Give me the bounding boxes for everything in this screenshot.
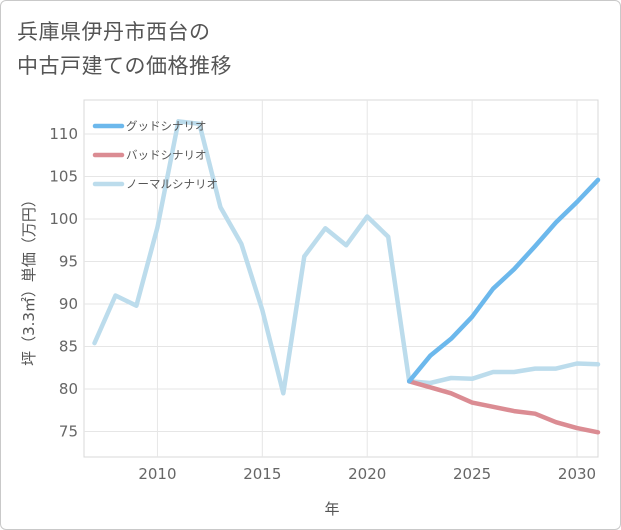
y-tick-label: 110: [49, 125, 78, 143]
gridlines: [84, 100, 598, 457]
y-tick-label: 85: [59, 338, 78, 356]
y-tick-label: 90: [59, 295, 78, 313]
chart-title: 兵庫県伊丹市西台の 中古戸建ての価格推移: [17, 15, 232, 83]
y-tick-label: 75: [59, 423, 78, 441]
legend-label-1: バッドシナリオ: [126, 148, 207, 162]
chart-title-line-2: 中古戸建ての価格推移: [17, 54, 232, 78]
y-tick-label: 95: [59, 253, 78, 271]
x-tick-label: 2025: [453, 465, 491, 483]
x-axis-title: 年: [324, 500, 339, 518]
series-lines: [92, 119, 601, 435]
x-axis-ticks: 2010 2015 2020 2025 2030: [138, 465, 596, 483]
y-tick-label: 105: [49, 168, 78, 186]
series-line-2: [92, 119, 601, 396]
legend-label-0: グッドシナリオ: [126, 119, 207, 133]
series-line-1: [406, 379, 601, 435]
y-tick-label: 80: [59, 380, 78, 398]
x-tick-label: 2015: [243, 465, 281, 483]
x-tick-label: 2030: [558, 465, 596, 483]
series-line-0: [406, 177, 601, 384]
y-tick-label: 100: [49, 210, 78, 228]
legend-label-2: ノーマルシナリオ: [126, 177, 218, 191]
chart-title-line-1: 兵庫県伊丹市西台の: [17, 20, 211, 44]
x-tick-label: 2010: [138, 465, 176, 483]
y-axis-ticks: 75 80 85 90 95 100 105 110: [49, 125, 78, 441]
x-tick-label: 2020: [348, 465, 386, 483]
y-axis-title: 坪（3.3㎡）単価（万円）: [20, 192, 38, 366]
